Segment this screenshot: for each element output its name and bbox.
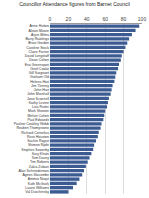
svg-text:Eva Greenspan: Eva Greenspan — [25, 63, 49, 67]
svg-text:Kathy Levine: Kathy Levine — [29, 101, 49, 105]
svg-text:100: 100 — [138, 16, 147, 22]
svg-text:David Longstaff: David Longstaff — [25, 54, 49, 58]
svg-text:80: 80 — [121, 16, 127, 22]
svg-text:Dean Cohen: Dean Cohen — [29, 58, 49, 62]
svg-text:0: 0 — [49, 16, 52, 22]
svg-text:Kath McGuirk: Kath McGuirk — [28, 182, 49, 186]
svg-text:Arjun Mittra: Arjun Mittra — [31, 33, 49, 37]
svg-text:Shimon Ryde: Shimon Ryde — [28, 143, 49, 147]
svg-text:Pauline Coakley Webb: Pauline Coakley Webb — [14, 122, 49, 126]
svg-text:20: 20 — [66, 16, 72, 22]
svg-text:40: 40 — [84, 16, 90, 22]
svg-text:Anne Hutton: Anne Hutton — [30, 24, 50, 28]
svg-text:Richard Cornelius: Richard Cornelius — [21, 131, 49, 135]
svg-text:Gill Sargeant: Gill Sargeant — [29, 71, 49, 75]
svg-text:Tim Roberts: Tim Roberts — [30, 160, 49, 164]
svg-text:John Hart: John Hart — [34, 88, 49, 92]
svg-text:Alison Moore: Alison Moore — [29, 29, 49, 33]
svg-text:Caroline Stock: Caroline Stock — [26, 46, 49, 50]
svg-text:Claire Farrier: Claire Farrier — [29, 50, 50, 54]
svg-text:60: 60 — [102, 16, 108, 22]
svg-text:Reuben Thompstone: Reuben Thompstone — [16, 126, 49, 130]
svg-text:Mark Shooter: Mark Shooter — [28, 109, 50, 113]
svg-text:Jim Tierney: Jim Tierney — [31, 84, 49, 88]
svg-text:Stephen Sowerby: Stephen Sowerby — [21, 148, 49, 152]
svg-text:Val Duschinsky: Val Duschinsky — [25, 190, 49, 194]
svg-text:Paul Edwards: Paul Edwards — [27, 118, 49, 122]
svg-text:Ross Houston: Ross Houston — [27, 135, 49, 139]
svg-text:Melvin Cohen: Melvin Cohen — [28, 114, 49, 118]
svg-text:Joan Scannell: Joan Scannell — [27, 97, 49, 101]
svg-text:Ammar Naqvi: Ammar Naqvi — [28, 177, 49, 181]
svg-text:Sachin Rajput: Sachin Rajput — [27, 139, 49, 143]
svg-text:Zakia Zubairi: Zakia Zubairi — [29, 165, 49, 169]
svg-text:Graham Old: Graham Old — [30, 75, 49, 79]
svg-text:John Marshall: John Marshall — [27, 92, 49, 96]
svg-text:Geof Cooke: Geof Cooke — [30, 67, 49, 71]
svg-text:Lisa Rutter: Lisa Rutter — [32, 105, 50, 109]
svg-text:Helena Hart: Helena Hart — [30, 80, 49, 84]
svg-text:Councillor Attendance figures: Councillor Attendance figures from Barne… — [19, 1, 130, 7]
svg-text:Tom Davey: Tom Davey — [31, 156, 49, 160]
svg-text:Laurie Williams: Laurie Williams — [25, 186, 49, 190]
svg-text:Alan Schneiderman: Alan Schneiderman — [18, 169, 49, 173]
svg-text:Sury Khatri: Sury Khatri — [32, 152, 50, 156]
svg-text:Barry Rawlings: Barry Rawlings — [25, 37, 49, 41]
svg-text:Brian Gordon: Brian Gordon — [28, 41, 49, 45]
svg-text:Agnes Slocombe: Agnes Slocombe — [23, 173, 50, 177]
